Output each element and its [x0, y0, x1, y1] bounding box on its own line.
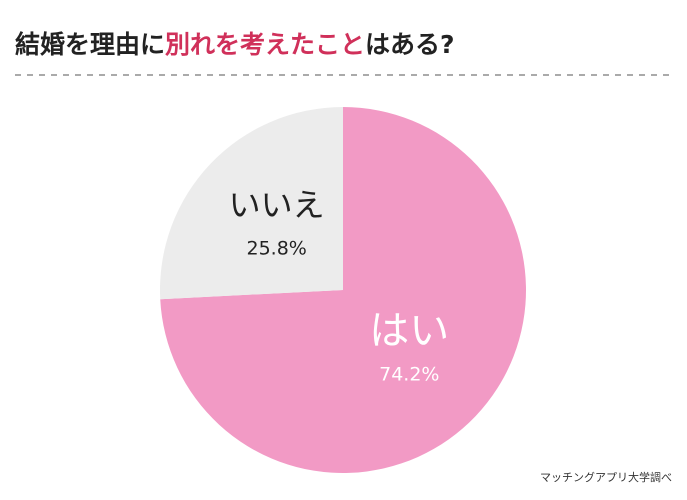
pie-slice: [160, 107, 526, 473]
title-part: 別れを考えたこと: [165, 30, 365, 59]
slice-label: はい: [369, 308, 449, 354]
value-label: 74.2%: [379, 364, 439, 386]
title-part: はある?: [365, 30, 455, 59]
title-part: 結婚を理由に: [15, 30, 165, 59]
source: マッチングアプリ大学調べ: [540, 470, 672, 484]
slice-label: いいえ: [229, 186, 325, 224]
value-label: 25.8%: [247, 237, 307, 259]
chart-title: 結婚を理由に別れを考えたことはある?: [15, 30, 455, 59]
pie-slice: [160, 107, 343, 300]
